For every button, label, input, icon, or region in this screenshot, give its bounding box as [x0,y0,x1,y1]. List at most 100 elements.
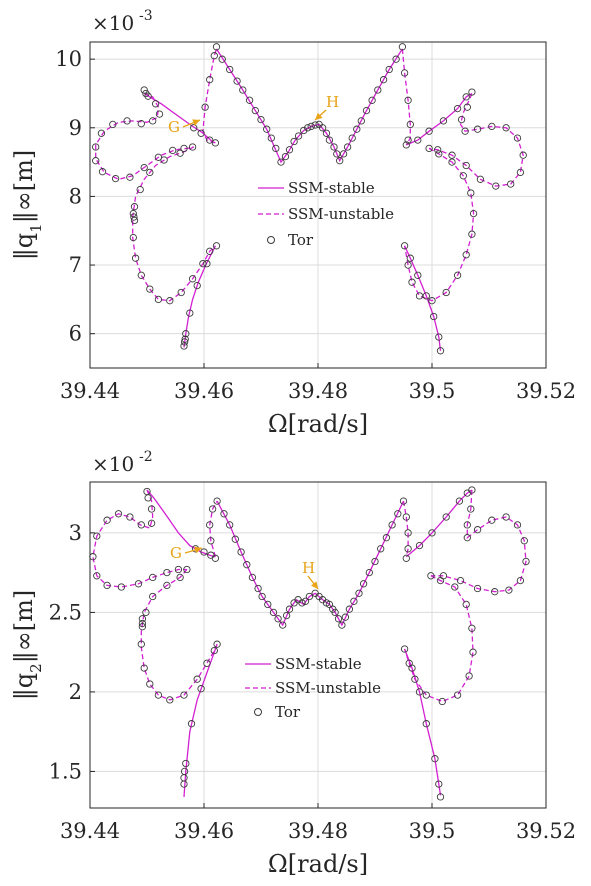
tor-marker [147,519,156,527]
tor-marker [182,330,190,338]
tor-marker [263,125,271,133]
tor-marker [404,136,412,144]
tor-marker [304,124,312,132]
exponent-label: ×10 -2 [92,449,153,476]
x-axis-label: Ω[rad/s] [268,410,368,438]
x-tick-label: 39.44 [60,819,120,843]
ssm-unstable-curve [402,500,409,557]
tor-marker [382,534,391,542]
y-tick-label: 2.5 [49,600,82,624]
tor-marker [197,129,205,137]
tor-marker [467,189,475,197]
grid-lines [89,42,547,368]
tor-marker [519,151,527,159]
tor-marker [245,96,254,104]
exponent-power: -3 [139,8,153,24]
tor-marker [345,605,354,613]
tor-marker [448,151,456,159]
tor-marker [505,586,513,594]
tor-marker [473,526,482,534]
tor-marker [453,691,462,699]
tor-marker [353,125,361,133]
y-axis-label: ‖q2‖∞[m] [10,590,45,700]
tor-marker [212,242,221,250]
tor-marker [334,615,343,623]
tor-marker [435,780,443,788]
tor-marker [281,152,290,161]
tor-marker [453,271,462,279]
tor-marker [272,144,280,153]
tor-marker [425,127,433,135]
x-tick-label: 39.52 [516,379,576,403]
tor-marker [469,209,478,218]
tor-marker [301,597,310,605]
tor-marker [149,117,157,125]
tor-marker [307,122,315,131]
tor-marker [257,115,265,124]
tor-marker [436,576,445,585]
tor-marker [92,157,100,165]
tor-marker [129,233,137,242]
tor-marker [400,645,409,653]
tor-marker [453,104,462,113]
legend-label-stable: SSM-stable [275,655,362,673]
tor-marker [140,163,148,172]
tor-marker [243,561,251,569]
tor-marker [258,592,266,601]
exponent-label: ×10 -3 [92,8,153,35]
tor-marker [431,755,439,763]
tor-marker [206,247,214,255]
tor-marker [285,605,294,613]
tor-marker [181,335,189,343]
tor-marker [330,143,338,151]
ssm-stable-curve [404,245,442,351]
tor-marker [406,254,414,262]
tor-marker [491,588,499,596]
tor-marker [425,144,433,153]
tor-marker [305,592,314,601]
tor-marker [142,608,150,617]
tor-marker [465,672,473,680]
tor-marker [144,494,152,502]
ssm-unstable-curve [401,48,411,146]
x-tick-label: 39.44 [60,379,120,403]
tor-marker [129,209,137,218]
tor-marker [394,510,402,518]
tor-marker [180,767,189,776]
tor-marker [193,675,201,683]
y-label-rest: ‖∞[m] [10,590,39,663]
ssm-stable-curve [406,92,473,146]
ssm-stable-curve [143,92,215,144]
tor-marker [254,584,262,593]
tor-marker [434,146,442,154]
tor-marker [488,516,496,524]
tor-marker [267,134,275,142]
tor-marker [131,254,140,262]
annotation-G-arrowhead [192,119,200,126]
tor-marker [502,513,510,521]
tor-markers [92,43,527,355]
tor-marker [206,521,214,529]
tor-marker [140,664,148,672]
tor-marker [166,297,174,305]
tor-marker [402,554,410,562]
tor-marker [166,696,174,704]
tor-marker [357,117,365,125]
tor-marker [463,103,471,111]
tor-marker [341,613,350,621]
tor-marker [456,576,465,585]
ssm-stable-curve [405,489,473,558]
tor-marker [117,583,126,591]
legend-label-tor: Tor [275,703,301,721]
tor-marker [451,583,459,591]
tor-marker [469,648,477,656]
tor-marker [374,86,382,94]
y-tick-label: 3 [69,521,82,545]
tor-marker [411,675,419,683]
tor-marker [92,143,100,151]
tor-marker [183,565,191,574]
tor-marker [439,117,448,125]
tor-marker [264,600,272,609]
tor-marker [428,529,436,537]
tor-marker [371,557,379,566]
